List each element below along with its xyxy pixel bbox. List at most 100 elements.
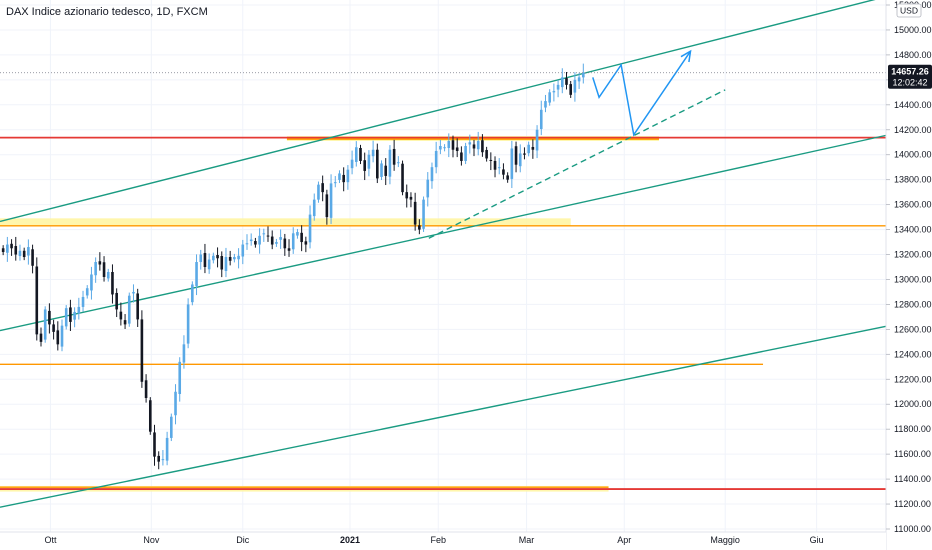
candle[interactable]: [384, 158, 388, 186]
candle[interactable]: [60, 319, 64, 352]
candle[interactable]: [127, 292, 131, 327]
candle[interactable]: [506, 172, 509, 183]
candle[interactable]: [300, 225, 303, 252]
candle[interactable]: [493, 156, 497, 178]
candle[interactable]: [199, 249, 203, 270]
candle[interactable]: [224, 247, 228, 278]
candle[interactable]: [565, 71, 568, 90]
candle[interactable]: [329, 174, 333, 224]
candle[interactable]: [502, 163, 505, 180]
candle[interactable]: [148, 397, 152, 435]
candle[interactable]: [262, 228, 266, 242]
candle[interactable]: [283, 233, 287, 256]
candle[interactable]: [569, 80, 573, 98]
candle[interactable]: [468, 134, 472, 154]
candle[interactable]: [195, 254, 198, 296]
candle[interactable]: [376, 143, 379, 184]
candle[interactable]: [422, 196, 425, 232]
candle[interactable]: [18, 244, 22, 261]
candle[interactable]: [325, 189, 329, 225]
candle[interactable]: [371, 140, 375, 163]
candle[interactable]: [392, 139, 396, 171]
candle[interactable]: [191, 281, 194, 306]
candle[interactable]: [413, 192, 417, 231]
candle[interactable]: [178, 357, 182, 402]
candle[interactable]: [548, 89, 551, 106]
candle[interactable]: [333, 176, 337, 188]
candle[interactable]: [518, 144, 522, 173]
candle[interactable]: [527, 141, 530, 157]
candles-layer[interactable]: [1, 63, 585, 470]
candle[interactable]: [161, 450, 165, 466]
candle[interactable]: [497, 158, 501, 175]
candle[interactable]: [296, 228, 299, 239]
candle[interactable]: [207, 253, 211, 274]
candle[interactable]: [228, 250, 232, 266]
candle[interactable]: [510, 140, 514, 189]
candle[interactable]: [153, 424, 156, 466]
candle[interactable]: [233, 253, 236, 263]
candle[interactable]: [552, 83, 556, 102]
candle[interactable]: [359, 144, 362, 165]
candle[interactable]: [401, 160, 404, 196]
candle[interactable]: [111, 264, 114, 304]
candle[interactable]: [405, 184, 409, 208]
candle[interactable]: [22, 247, 26, 261]
candle[interactable]: [144, 374, 148, 403]
candle[interactable]: [106, 268, 110, 282]
candle[interactable]: [481, 134, 484, 157]
candle[interactable]: [27, 239, 30, 265]
candle[interactable]: [266, 226, 270, 242]
candle[interactable]: [317, 181, 320, 203]
candle[interactable]: [476, 131, 480, 156]
candle[interactable]: [52, 319, 55, 340]
candle[interactable]: [56, 321, 60, 351]
candle[interactable]: [48, 303, 51, 334]
candle[interactable]: [212, 252, 215, 264]
price-scale-background[interactable]: [886, 0, 932, 550]
candle[interactable]: [447, 133, 451, 158]
candle[interactable]: [69, 299, 72, 332]
candle[interactable]: [304, 236, 308, 253]
candle[interactable]: [582, 63, 585, 84]
candle[interactable]: [94, 257, 97, 283]
candle[interactable]: [6, 236, 9, 262]
candle[interactable]: [43, 306, 47, 343]
candle[interactable]: [1, 245, 5, 256]
candle[interactable]: [430, 162, 434, 189]
candle[interactable]: [81, 290, 85, 312]
candle[interactable]: [354, 141, 358, 167]
candle[interactable]: [489, 152, 493, 171]
candle[interactable]: [556, 80, 560, 98]
candle[interactable]: [451, 135, 455, 158]
candle[interactable]: [485, 146, 488, 162]
candle[interactable]: [14, 236, 18, 261]
candle[interactable]: [544, 94, 547, 113]
candle[interactable]: [85, 285, 89, 299]
candle[interactable]: [380, 160, 383, 181]
candle[interactable]: [186, 298, 190, 349]
candle[interactable]: [132, 284, 135, 303]
candle[interactable]: [165, 431, 169, 466]
time-scale-background[interactable]: [0, 532, 886, 550]
candle[interactable]: [123, 314, 127, 330]
candle[interactable]: [170, 413, 173, 442]
candle[interactable]: [455, 138, 459, 158]
candle[interactable]: [249, 233, 253, 246]
candle[interactable]: [426, 172, 430, 207]
candle[interactable]: [102, 256, 106, 282]
candle[interactable]: [216, 247, 219, 268]
candle[interactable]: [77, 297, 81, 320]
candle[interactable]: [258, 228, 261, 254]
candle[interactable]: [388, 145, 392, 185]
candle[interactable]: [346, 165, 350, 190]
candle[interactable]: [287, 239, 291, 257]
candle[interactable]: [573, 72, 577, 102]
candle[interactable]: [39, 327, 43, 347]
candle[interactable]: [535, 125, 539, 159]
candle[interactable]: [136, 288, 139, 328]
candle[interactable]: [275, 238, 278, 247]
candle[interactable]: [434, 141, 438, 174]
candle[interactable]: [241, 239, 245, 265]
candle[interactable]: [418, 219, 421, 235]
